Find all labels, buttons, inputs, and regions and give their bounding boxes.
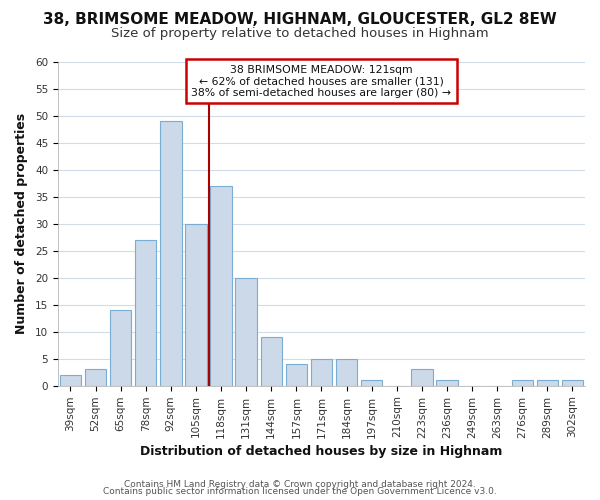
Bar xyxy=(85,370,106,386)
Text: Contains public sector information licensed under the Open Government Licence v3: Contains public sector information licen… xyxy=(103,488,497,496)
Bar xyxy=(562,380,583,386)
Bar xyxy=(260,337,282,386)
Text: Size of property relative to detached houses in Highnam: Size of property relative to detached ho… xyxy=(111,28,489,40)
Bar xyxy=(336,358,357,386)
Text: Contains HM Land Registry data © Crown copyright and database right 2024.: Contains HM Land Registry data © Crown c… xyxy=(124,480,476,489)
Bar xyxy=(536,380,558,386)
Bar xyxy=(185,224,206,386)
Bar xyxy=(436,380,458,386)
Bar xyxy=(160,121,182,386)
X-axis label: Distribution of detached houses by size in Highnam: Distribution of detached houses by size … xyxy=(140,444,503,458)
Text: 38, BRIMSOME MEADOW, HIGHNAM, GLOUCESTER, GL2 8EW: 38, BRIMSOME MEADOW, HIGHNAM, GLOUCESTER… xyxy=(43,12,557,28)
Y-axis label: Number of detached properties: Number of detached properties xyxy=(15,113,28,334)
Bar xyxy=(311,358,332,386)
Bar xyxy=(361,380,382,386)
Text: 38 BRIMSOME MEADOW: 121sqm
← 62% of detached houses are smaller (131)
38% of sem: 38 BRIMSOME MEADOW: 121sqm ← 62% of deta… xyxy=(191,64,451,98)
Bar xyxy=(411,370,433,386)
Bar xyxy=(211,186,232,386)
Bar xyxy=(286,364,307,386)
Bar xyxy=(512,380,533,386)
Bar xyxy=(60,375,81,386)
Bar xyxy=(235,278,257,386)
Bar xyxy=(110,310,131,386)
Bar xyxy=(135,240,157,386)
